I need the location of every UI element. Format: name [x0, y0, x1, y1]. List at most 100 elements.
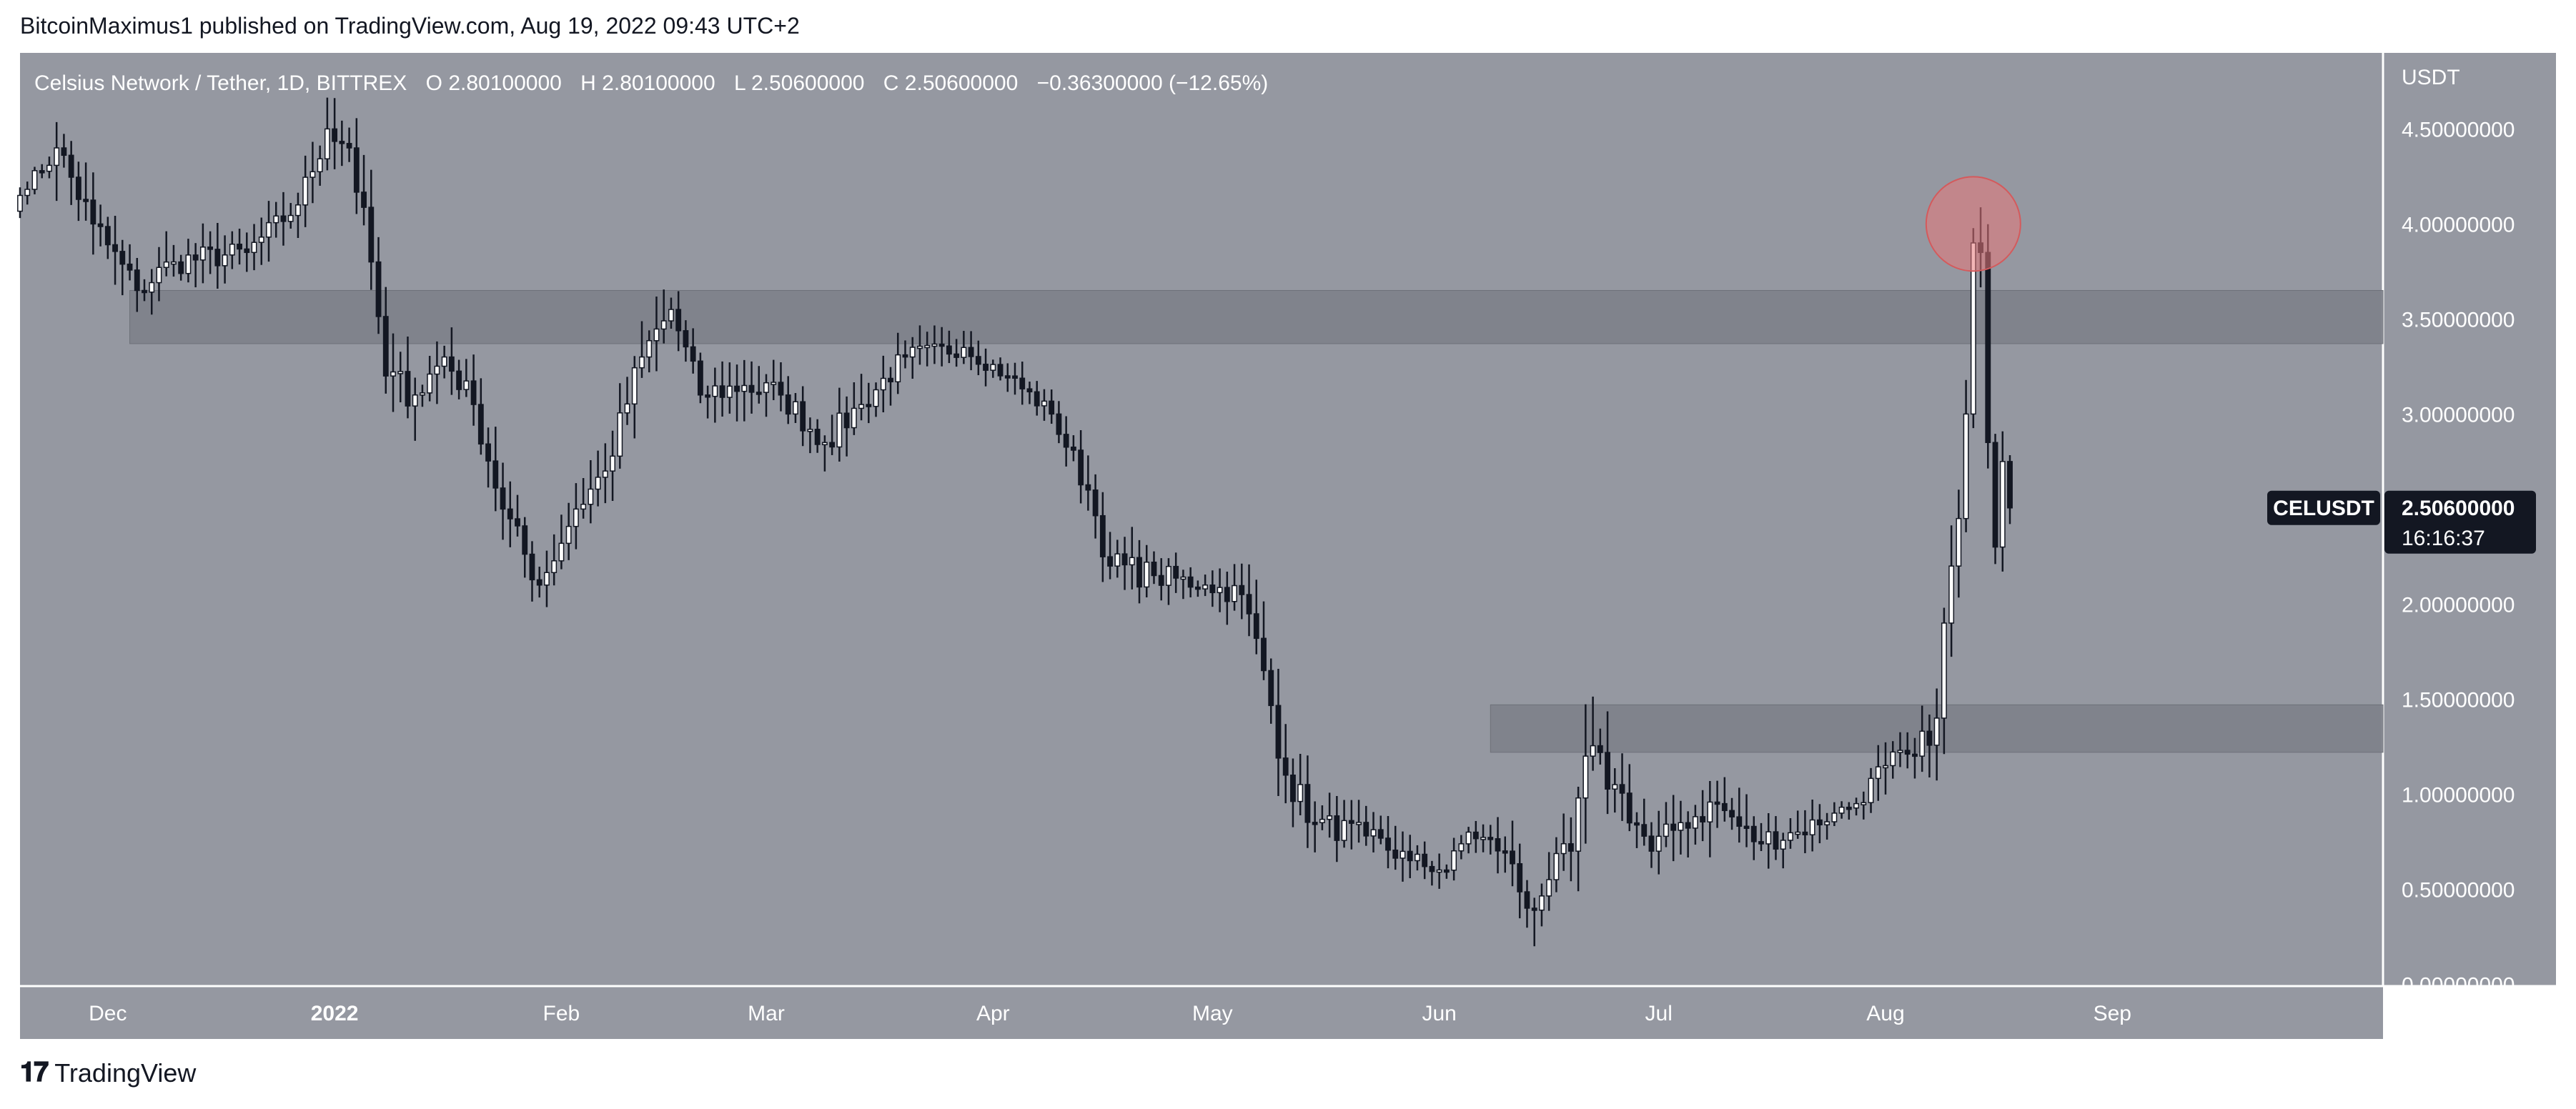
candle	[1026, 382, 1033, 404]
candle-body	[1187, 576, 1194, 588]
footer-brand[interactable]: 𝟏𝟕 TradingView	[20, 1058, 196, 1088]
candle-body	[1663, 823, 1669, 837]
candle	[851, 382, 857, 435]
legend-o-label: O	[426, 71, 442, 95]
candle	[1736, 787, 1743, 843]
plot-area[interactable]	[20, 53, 2383, 986]
candle	[1648, 822, 1655, 868]
candle-body	[1370, 829, 1377, 837]
candle-body	[785, 394, 791, 415]
y-tick-label: 2.00000000	[2402, 593, 2515, 617]
candle	[1290, 758, 1296, 827]
candle-body	[968, 347, 974, 357]
candle-body	[1458, 843, 1465, 852]
candle-body	[1816, 819, 1823, 826]
candle	[54, 121, 60, 202]
candle-body	[1750, 825, 1757, 842]
candle	[273, 202, 279, 238]
candle	[229, 231, 235, 269]
candle	[332, 98, 338, 169]
price-badge-value: 2.50600000	[2402, 497, 2515, 520]
candle-body	[1582, 755, 1589, 799]
candle-body	[1897, 750, 1903, 753]
candle	[814, 419, 821, 453]
candle	[580, 478, 587, 519]
candle-body	[983, 363, 989, 371]
candle	[1875, 745, 1881, 801]
candle-body	[573, 508, 579, 527]
candle-body	[1312, 822, 1318, 825]
candle-body	[1729, 810, 1735, 817]
candle	[1472, 820, 1479, 853]
candle-body	[631, 367, 638, 405]
candle-body	[97, 223, 104, 227]
candle-body	[1546, 879, 1552, 897]
candle-body	[595, 477, 601, 490]
y-tick-label: 3.00000000	[2402, 403, 2515, 427]
time-axis[interactable]	[20, 986, 2383, 1039]
candle-body	[938, 343, 945, 347]
resistance-zone-1	[129, 289, 2384, 344]
candle	[2007, 454, 2013, 524]
candle	[185, 239, 192, 283]
candle	[244, 232, 250, 272]
candle	[778, 362, 784, 412]
candle-body	[639, 356, 645, 369]
candle-body	[1567, 843, 1574, 852]
candle-body	[1524, 891, 1530, 909]
candle-body	[1714, 801, 1720, 805]
candle-body	[1121, 553, 1128, 566]
candle	[602, 443, 608, 504]
candle-body	[1078, 449, 1084, 486]
candle-body	[1443, 869, 1450, 873]
candle	[1729, 797, 1735, 830]
legend-l-value: 2.50600000	[751, 71, 865, 95]
candle-body	[477, 404, 484, 445]
candle	[917, 325, 923, 365]
candle-body	[814, 429, 821, 445]
last-price-marker: CELUSDT 2.50600000 16:16:37	[2267, 490, 2536, 554]
candle	[222, 235, 228, 284]
candle	[1232, 564, 1237, 611]
candle	[1670, 795, 1677, 862]
candle-body	[339, 141, 345, 144]
candle	[1246, 564, 1252, 637]
candle	[1217, 568, 1223, 612]
candle-body	[1377, 829, 1384, 839]
candle	[843, 396, 850, 457]
candle	[610, 430, 615, 501]
legend-o-value: 2.80100000	[448, 71, 562, 95]
candle	[199, 223, 206, 284]
candle-body	[646, 340, 653, 358]
candle-body	[1472, 831, 1479, 840]
publisher-line: BitcoinMaximus1 published on TradingView…	[20, 13, 800, 39]
legend-l-label: L	[734, 71, 745, 95]
candle-body	[75, 176, 81, 200]
x-tick-label: Jul	[1645, 1002, 1673, 1025]
candle	[1085, 455, 1091, 511]
candle	[441, 345, 447, 379]
candle-body	[821, 442, 828, 446]
candle	[1129, 527, 1135, 590]
candle	[1282, 724, 1289, 804]
candle-body	[719, 385, 725, 398]
candle-body	[258, 237, 264, 243]
candle-body	[1780, 840, 1786, 850]
candle-body	[229, 244, 235, 256]
candle	[507, 481, 513, 547]
candle	[1597, 728, 1603, 765]
candle-body	[602, 470, 608, 478]
candle-body	[1963, 413, 1969, 519]
candle	[1641, 798, 1648, 846]
candle	[1531, 897, 1537, 947]
candle-body	[1004, 375, 1011, 379]
candle	[1458, 835, 1465, 860]
candle	[1224, 572, 1230, 625]
candle-body	[280, 215, 287, 222]
candle	[1304, 755, 1311, 848]
candle-body	[68, 154, 74, 178]
candle	[983, 348, 989, 387]
candle	[434, 341, 440, 404]
candle-body	[565, 525, 572, 544]
